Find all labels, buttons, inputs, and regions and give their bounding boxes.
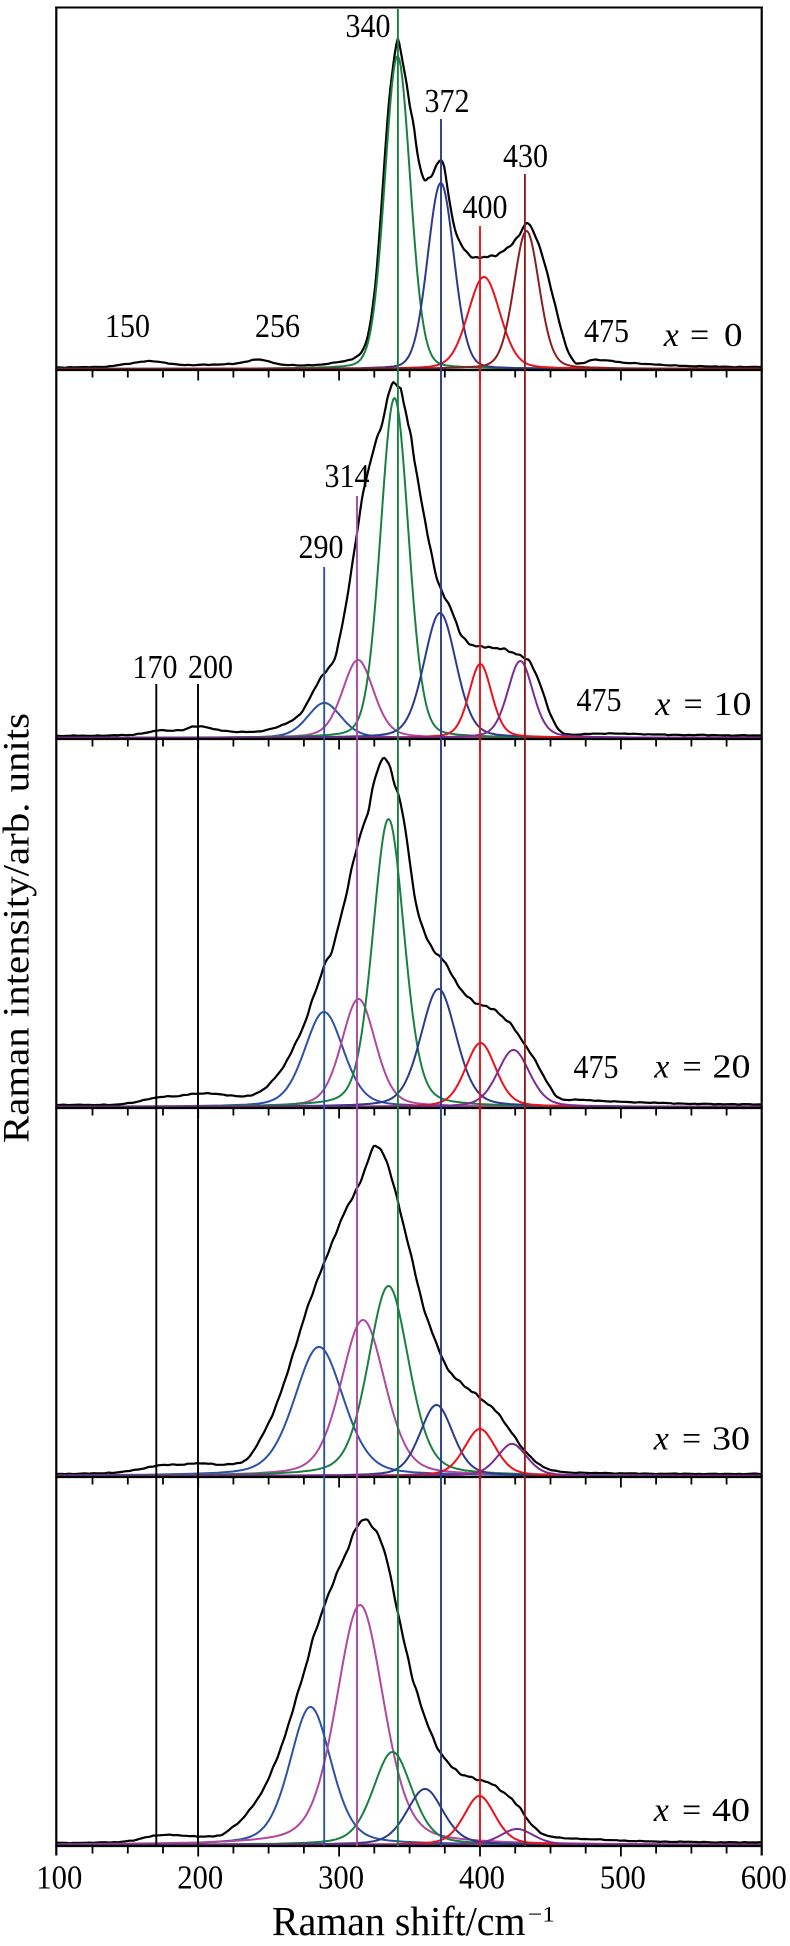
svg-text:372: 372 <box>425 83 470 120</box>
svg-text:430: 430 <box>503 138 548 175</box>
svg-text:314: 314 <box>325 458 370 495</box>
svg-text:Raman intensity/arb. units: Raman intensity/arb. units <box>0 713 38 1143</box>
svg-text:500: 500 <box>600 1859 646 1896</box>
svg-text:170: 170 <box>133 649 178 686</box>
svg-text:475: 475 <box>574 1049 619 1086</box>
svg-text:150: 150 <box>105 308 150 345</box>
svg-text:Raman shift/cm: Raman shift/cm <box>272 1898 526 1941</box>
svg-text:300: 300 <box>318 1859 364 1896</box>
svg-text:475: 475 <box>577 682 622 719</box>
svg-text:200: 200 <box>188 649 233 686</box>
svg-text:340: 340 <box>346 8 391 45</box>
svg-text:400: 400 <box>463 189 508 226</box>
svg-text:400: 400 <box>459 1859 505 1896</box>
svg-text:x=20: x = 20 <box>653 1049 750 1086</box>
svg-text:290: 290 <box>299 529 344 566</box>
svg-text:x=0: x = 0 <box>663 317 743 354</box>
svg-text:200: 200 <box>177 1859 223 1896</box>
svg-text:x=30: x = 30 <box>653 1421 750 1458</box>
svg-text:600: 600 <box>741 1859 787 1896</box>
svg-text:475: 475 <box>584 313 629 350</box>
svg-text:100: 100 <box>36 1859 82 1896</box>
svg-text:x=40: x = 40 <box>653 1792 750 1829</box>
svg-text:−1: −1 <box>528 1902 555 1927</box>
svg-text:x=10: x = 10 <box>654 686 751 723</box>
svg-text:256: 256 <box>255 308 300 345</box>
